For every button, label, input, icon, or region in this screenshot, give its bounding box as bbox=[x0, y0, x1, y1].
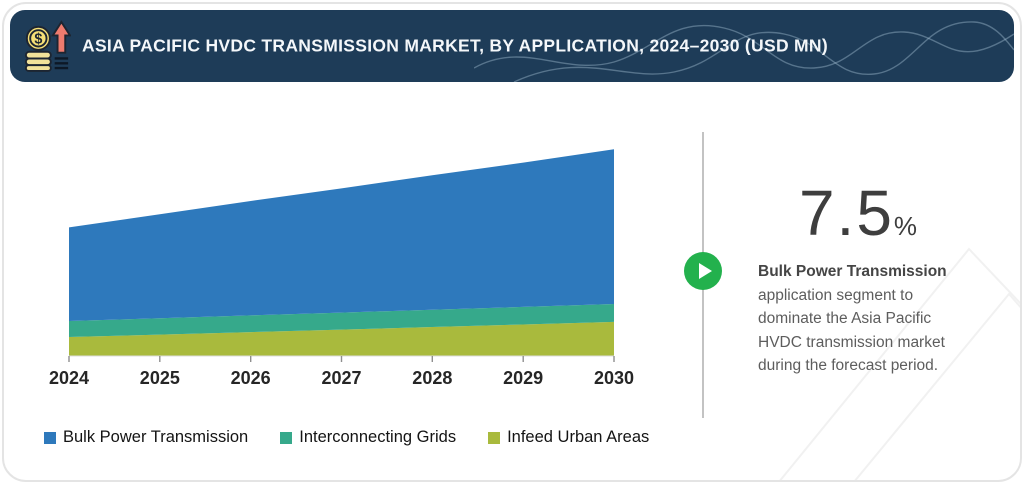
chart-legend: Bulk Power Transmission Interconnecting … bbox=[44, 428, 649, 447]
cagr-stat: 7.5% bbox=[754, 180, 962, 246]
play-triangle-icon bbox=[698, 263, 712, 279]
area-series-bulk-power-transmission bbox=[69, 149, 614, 321]
stat-value: 7.5 bbox=[798, 177, 894, 249]
stacked-area-chart bbox=[68, 149, 615, 362]
money-growth-icon: $ bbox=[24, 20, 71, 72]
legend-swatch-olive bbox=[488, 431, 501, 444]
legend-label: Interconnecting Grids bbox=[299, 428, 457, 446]
legend-label: Bulk Power Transmission bbox=[63, 428, 249, 446]
x-axis-label: 2028 bbox=[412, 368, 453, 388]
diamond-green-icon bbox=[971, 44, 995, 68]
stat-unit: % bbox=[893, 211, 918, 241]
x-axis-label: 2026 bbox=[230, 368, 271, 388]
brand-diamonds-logo bbox=[922, 21, 998, 73]
header-banner: $ ASIA PACIFIC HVDC TRANSMISSION MARKET,… bbox=[10, 10, 1014, 82]
insight-highlight: Bulk Power Transmission bbox=[758, 263, 947, 280]
x-axis-label: 2024 bbox=[48, 368, 90, 388]
x-axis-label: 2027 bbox=[321, 368, 362, 388]
legend-swatch-blue bbox=[44, 431, 56, 444]
area-series-interconnecting-grids bbox=[69, 304, 614, 337]
x-axis-label: 2029 bbox=[503, 368, 544, 388]
insight-text: Bulk Power Transmission application segm… bbox=[758, 260, 966, 378]
x-axis-labels: 2024 2025 2026 2027 2028 2029 2030 bbox=[49, 368, 634, 392]
legend-label: Infeed Urban Areas bbox=[507, 428, 650, 446]
x-axis-label: 2025 bbox=[139, 368, 180, 388]
legend-swatch-teal bbox=[280, 431, 293, 444]
svg-text:$: $ bbox=[34, 32, 42, 48]
wave-decoration bbox=[474, 21, 1014, 82]
page-title: ASIA PACIFIC HVDC TRANSMISSION MARKET, B… bbox=[82, 35, 828, 56]
insight-body: application segment to dominate the Asia… bbox=[758, 286, 945, 375]
area-series-infeed-urban-areas bbox=[69, 321, 614, 356]
x-axis-label: 2030 bbox=[593, 368, 635, 388]
legend-item-interconnecting-grids: Interconnecting Grids bbox=[280, 428, 456, 447]
legend-item-infeed-urban-areas: Infeed Urban Areas bbox=[488, 428, 649, 447]
legend-item-bulk-power-transmission: Bulk Power Transmission bbox=[44, 428, 248, 447]
play-bullet-icon[interactable] bbox=[684, 252, 722, 290]
